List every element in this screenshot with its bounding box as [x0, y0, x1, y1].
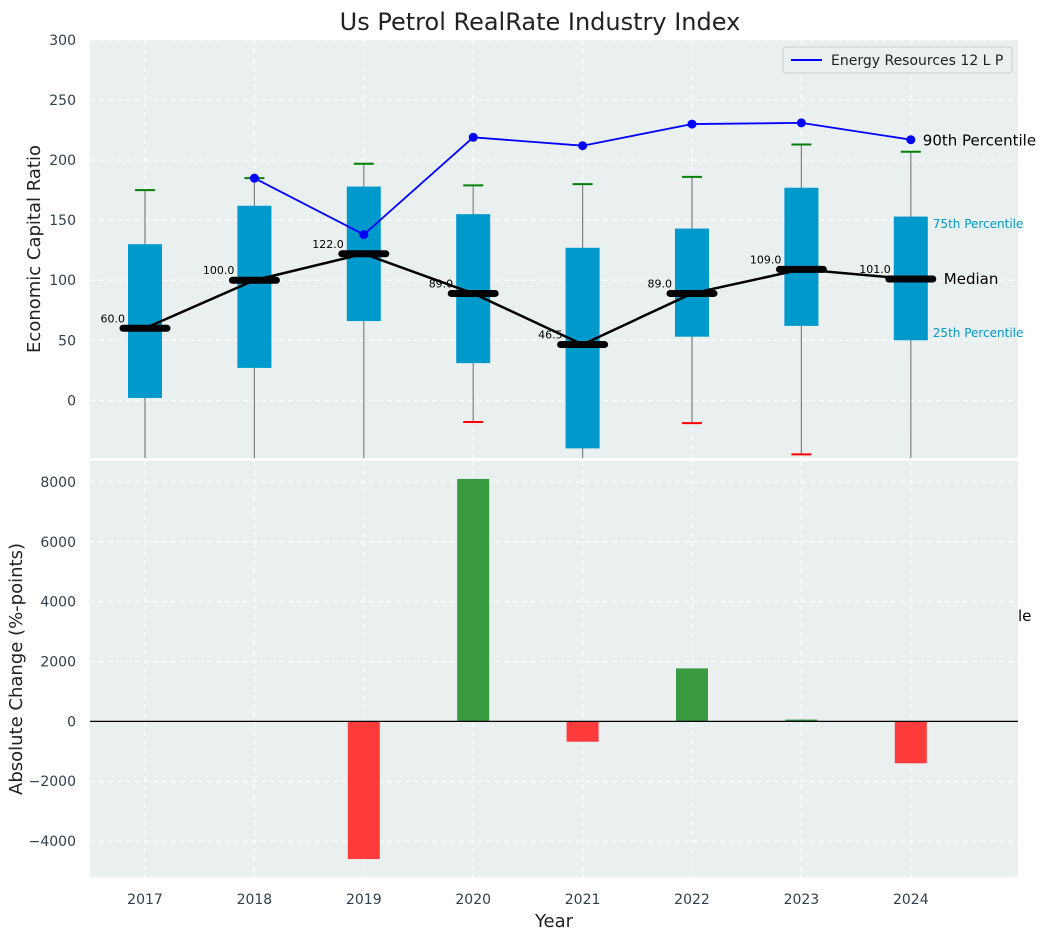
x-tick-label-2021: 2021: [565, 892, 601, 908]
median-label-2023: 109.0: [750, 253, 782, 266]
median-label-2021: 46.5: [538, 328, 563, 341]
median-label-2024: 101.0: [859, 263, 891, 276]
annotation-p90: 90th Percentile: [923, 132, 1036, 150]
median-label-2022: 89.0: [648, 277, 673, 290]
p90-point: [906, 135, 916, 145]
bottom-y-tick-label: 6000: [40, 535, 76, 551]
bar-2019: [347, 721, 380, 860]
top-y-tick-labels: 0 50 100 150 200 250 300: [49, 33, 76, 409]
x-tick-label-2017: 2017: [127, 892, 163, 908]
top-y-tick-label: 200: [49, 153, 76, 169]
top-p90-series: [249, 118, 916, 240]
x-tick-label-2019: 2019: [346, 892, 382, 908]
bottom-y-tick-label: 4000: [40, 595, 76, 611]
top-y-tick-label: 100: [49, 273, 76, 289]
top-y-tick-label: 50: [58, 333, 76, 349]
x-axis-label: Year: [534, 911, 574, 932]
median-label-2018: 100.0: [203, 264, 235, 277]
box-2017: [128, 244, 162, 398]
top-annotations: 90th Percentile 75th Percentile Median 25th…: [923, 132, 1036, 340]
x-tick-label-2024: 2024: [893, 892, 929, 908]
top-plot-area: [90, 40, 1018, 458]
annotation-p75: 75th Percentile: [933, 217, 1024, 231]
bottom-y-tick-labels: −4000 −2000 0 2000 4000 6000 8000: [29, 475, 76, 850]
bar-2022: [676, 668, 708, 722]
top-y-axis-label: Economic Capital Ratio: [24, 145, 45, 353]
top-median-series: 60.0 100.0 122.0 89.0 46.5 89.0 109.0 101.0: [101, 238, 937, 348]
median-line: [144, 252, 911, 346]
median-label-2019: 122.0: [312, 238, 344, 251]
p90-point: [687, 119, 697, 129]
bottom-panel: −4000 −2000 0 2000 4000 6000 8000 2017 2018 2019…: [6, 461, 1031, 932]
bottom-y-tick-label: −2000: [29, 774, 76, 790]
legend-label: Energy Resources 12 L P: [831, 53, 1003, 69]
top-boxes: [128, 186, 928, 449]
box-2018: [237, 205, 272, 368]
p90-point: [468, 132, 478, 142]
top-y-tick-label: 300: [49, 33, 76, 49]
median-label-2020: 89.0: [429, 277, 454, 290]
top-y-tick-label: 150: [49, 213, 76, 229]
x-tick-label-2023: 2023: [784, 892, 820, 908]
x-tick-label-2018: 2018: [237, 892, 273, 908]
median-label-2017: 60.0: [101, 312, 126, 325]
bar-2023: [785, 719, 818, 722]
top-panel: 0 50 100 150 200 250 300 60.0 100.0 122.0 89.0 46.…: [24, 33, 1036, 458]
top-y-tick-label: 0: [67, 393, 76, 409]
p90-point: [578, 141, 588, 151]
bar-2021: [566, 721, 599, 742]
legend: Energy Resources 12 L P: [782, 46, 1013, 74]
p90-point: [796, 118, 806, 128]
annotation-p25: 25th Percentile: [933, 326, 1024, 340]
legend-box: [782, 46, 1013, 74]
box-2021: [565, 247, 600, 449]
p90-point: [249, 173, 259, 183]
bottom-y-tick-label: 2000: [40, 655, 76, 671]
x-tick-labels: 2017 2018 2019 2020 2021 2022 2023 2024: [127, 892, 929, 908]
p90-point: [359, 230, 369, 240]
bottom-y-tick-label: −4000: [29, 834, 76, 850]
stray-annotation: le: [1018, 607, 1031, 625]
x-tick-label-2022: 2022: [674, 892, 710, 908]
chart-title: Us Petrol RealRate Industry Index: [340, 8, 741, 36]
bar-2020: [457, 478, 490, 722]
box-2023: [784, 187, 819, 326]
bottom-bars: [347, 478, 927, 860]
top-y-tick-label: 250: [49, 93, 76, 109]
box-2022: [675, 228, 709, 337]
bottom-y-tick-label: 8000: [40, 475, 76, 491]
x-tick-label-2020: 2020: [455, 892, 491, 908]
annotation-median: Median: [944, 270, 999, 288]
bottom-y-tick-label: 0: [67, 714, 76, 730]
bottom-plot-area: [90, 461, 1018, 877]
bar-2024: [894, 721, 927, 764]
bottom-y-axis-label: Absolute Change (%-points): [6, 543, 27, 795]
